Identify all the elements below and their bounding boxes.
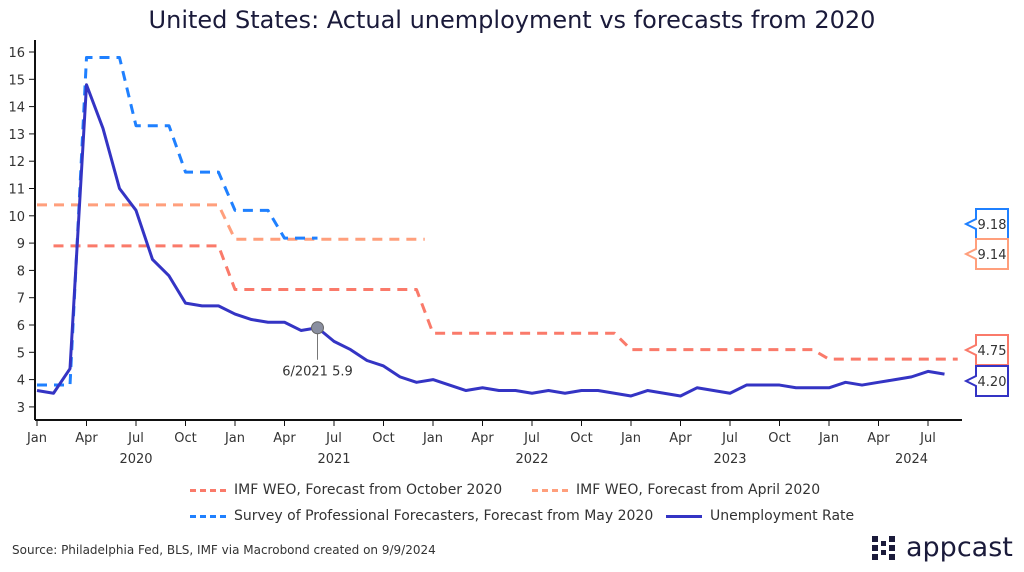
x-tick-label: Apr (867, 431, 890, 446)
legend-label: Unemployment Rate (710, 508, 855, 524)
x-tick-label: Jul (523, 431, 540, 446)
y-tick-label: 8 (17, 264, 25, 279)
legend-label: Survey of Professional Forecasters, Fore… (234, 508, 654, 524)
series-line-1 (37, 203, 425, 241)
year-label: 2020 (119, 452, 152, 467)
end-label-box (963, 208, 1009, 240)
legend-swatch (190, 514, 226, 518)
y-tick-label: 15 (8, 73, 25, 88)
year-label: 2022 (515, 452, 548, 467)
x-tick-label: Apr (273, 431, 296, 446)
end-label-value: 9.14 (978, 248, 1007, 263)
legend-item-imf-oct: IMF WEO, Forecast from October 2020 (190, 482, 502, 498)
x-tick-label: Oct (372, 431, 394, 446)
y-tick-label: 3 (17, 401, 25, 416)
x-tick-label: Jan (818, 431, 839, 446)
series-line-3 (36, 83, 945, 398)
x-tick-label: Jul (721, 431, 738, 446)
y-tick-label: 6 (17, 319, 25, 334)
year-label: 2021 (317, 452, 350, 467)
x-tick-label: Oct (174, 431, 196, 446)
chart-title: United States: Actual unemployment vs fo… (148, 6, 876, 34)
year-label: 2024 (895, 452, 928, 467)
x-tick-label: Jul (325, 431, 342, 446)
x-tick-label: Jul (127, 431, 144, 446)
end-label-box (963, 365, 1009, 397)
legend-swatch (532, 488, 568, 492)
y-tick-label: 10 (8, 210, 25, 225)
end-label-box (963, 334, 1009, 366)
x-tick-label: Jan (26, 431, 47, 446)
x-tick-label: Jul (919, 431, 936, 446)
y-tick-label: 11 (8, 183, 25, 198)
y-tick-label: 5 (17, 346, 25, 361)
x-tick-label: Oct (768, 431, 790, 446)
x-tick-label: Jan (620, 431, 641, 446)
annotation-marker (311, 321, 324, 335)
x-tick-label: Apr (471, 431, 494, 446)
year-label: 2023 (713, 452, 746, 467)
legend-label: IMF WEO, Forecast from October 2020 (234, 482, 503, 498)
x-tick-label: Jan (422, 431, 443, 446)
end-label-value: 4.20 (978, 375, 1007, 390)
y-tick-label: 14 (8, 101, 25, 116)
x-tick-label: Apr (75, 431, 98, 446)
y-tick-label: 16 (8, 46, 25, 61)
legend-swatch (190, 488, 226, 492)
legend-label: IMF WEO, Forecast from April 2020 (576, 482, 821, 498)
end-label-box (963, 238, 1009, 270)
end-label-value: 9.18 (978, 218, 1007, 233)
x-tick-label: Oct (570, 431, 592, 446)
y-tick-label: 9 (17, 237, 25, 252)
legend-item-spf: Survey of Professional Forecasters, Fore… (190, 508, 653, 524)
x-tick-label: Apr (669, 431, 692, 446)
x-tick-label: Jan (224, 431, 245, 446)
series-line-0 (53, 244, 958, 361)
y-tick-label: 13 (8, 128, 25, 143)
legend-swatch (666, 514, 702, 518)
end-label-value: 4.75 (978, 344, 1007, 359)
source-note: Source: Philadelphia Fed, BLS, IMF via M… (12, 543, 436, 557)
logo-text: appcast (906, 532, 1013, 563)
appcast-logo: appcast (872, 532, 1013, 563)
y-tick-label: 4 (17, 374, 25, 389)
y-tick-label: 7 (17, 292, 25, 307)
y-tick-label: 12 (8, 155, 25, 170)
logo-icon (872, 535, 895, 560)
legend-item-unemployment: Unemployment Rate (666, 508, 854, 524)
annotation-label: 6/2021 5.9 (282, 365, 353, 380)
legend-item-imf-apr: IMF WEO, Forecast from April 2020 (532, 482, 820, 498)
